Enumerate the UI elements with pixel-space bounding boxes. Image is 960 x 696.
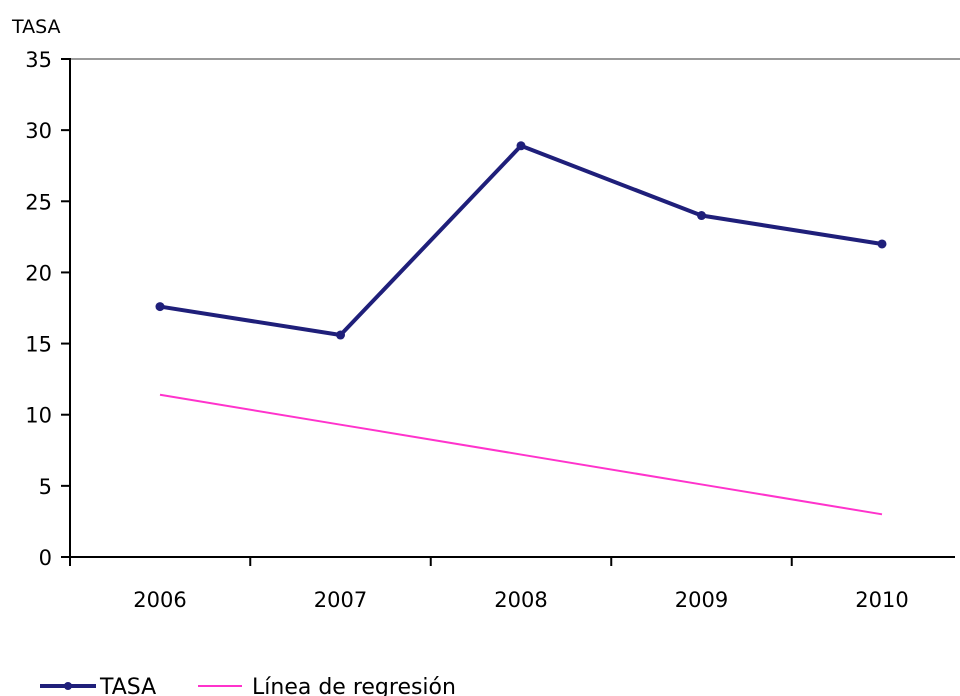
y-tick-label: 10 bbox=[25, 404, 52, 428]
plot-area bbox=[66, 58, 960, 561]
data-point-tasa bbox=[697, 211, 706, 221]
y-tick-label: 5 bbox=[39, 475, 52, 499]
data-point-tasa bbox=[155, 302, 165, 312]
y-tick-label: 35 bbox=[25, 48, 52, 72]
y-tick-label: 15 bbox=[25, 333, 52, 357]
series-line-regresion bbox=[159, 393, 883, 516]
y-axis-title: TASA bbox=[11, 16, 61, 38]
x-tick-label: 2009 bbox=[675, 588, 728, 612]
y-axis: 0 5 10 15 20 25 30 35 bbox=[25, 48, 70, 570]
y-tick-label: 20 bbox=[25, 261, 52, 285]
x-tick-label: 2008 bbox=[494, 588, 547, 612]
y-tick-label: 30 bbox=[25, 119, 52, 143]
x-tick-label: 2007 bbox=[314, 588, 367, 612]
series-line-tasa bbox=[159, 143, 883, 338]
x-tick-label: 2006 bbox=[133, 588, 186, 612]
legend-label-regresion: Línea de regresión bbox=[252, 675, 456, 696]
data-point-tasa bbox=[877, 239, 887, 249]
x-axis: 2006 2007 2008 2009 2010 bbox=[69, 557, 909, 612]
y-tick-label: 25 bbox=[25, 190, 52, 214]
legend-label-tasa: TASA bbox=[99, 675, 156, 696]
data-point-tasa bbox=[516, 141, 526, 151]
y-tick-label: 0 bbox=[39, 546, 52, 570]
series-layer bbox=[155, 141, 887, 516]
data-point-tasa bbox=[336, 330, 345, 340]
x-tick-label: 2010 bbox=[855, 588, 908, 612]
legend: TASA Línea de regresión bbox=[40, 675, 456, 696]
legend-marker-tasa bbox=[64, 682, 72, 690]
